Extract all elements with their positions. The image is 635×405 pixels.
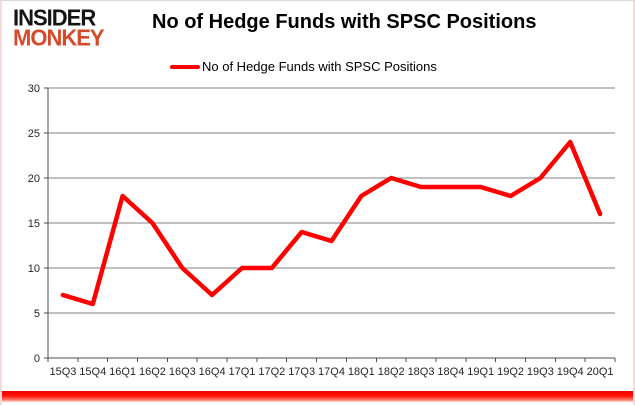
x-axis-tick-label: 17Q3 (288, 366, 315, 378)
x-axis-tick-label: 16Q4 (199, 366, 226, 378)
x-axis-tick-label: 19Q4 (557, 366, 584, 378)
x-axis-tick-label: 19Q3 (527, 366, 554, 378)
x-axis-tick-label: 15Q4 (79, 366, 106, 378)
insider-monkey-logo: INSIDER MONKEY (13, 4, 105, 51)
x-axis-tick-label: 17Q1 (229, 366, 256, 378)
y-axis-tick-label: 30 (28, 83, 40, 95)
x-axis-tick-label: 19Q2 (497, 366, 524, 378)
series-line (60, 139, 603, 307)
x-axis-tick-label: 20Q1 (587, 366, 614, 378)
x-axis-tick-label: 16Q1 (109, 366, 136, 378)
chart-legend: No of Hedge Funds with SPSC Positions (170, 59, 437, 74)
y-axis-tick-label: 15 (28, 218, 40, 230)
y-axis-tick-label: 10 (28, 263, 40, 275)
x-axis-tick-label: 16Q3 (169, 366, 196, 378)
bottom-red-bar (2, 391, 633, 402)
legend-line-icon (170, 64, 200, 69)
x-axis-tick-label: 17Q4 (318, 366, 345, 378)
x-axis-tick-label: 15Q3 (49, 366, 76, 378)
y-axis-tick-label: 0 (34, 353, 40, 365)
x-axis-tick-label: 17Q2 (258, 366, 285, 378)
logo-text-monkey: MONKEY (13, 24, 105, 51)
logo-text-insider: INSIDER (13, 4, 96, 31)
y-axis-tick-label: 25 (28, 128, 40, 140)
x-axis-tick-label: 18Q3 (408, 366, 435, 378)
x-axis-tick-label: 16Q2 (139, 366, 166, 378)
chart-title: No of Hedge Funds with SPSC Positions (152, 11, 537, 33)
x-axis-tick-label: 18Q2 (378, 366, 405, 378)
y-axis-tick-label: 20 (28, 173, 40, 185)
y-axis-tick-label: 5 (34, 308, 40, 320)
x-axis-tick-label: 19Q1 (467, 366, 494, 378)
x-axis-tick-label: 18Q4 (437, 366, 464, 378)
x-axis-tick-label: 18Q1 (348, 366, 375, 378)
legend-series-label: No of Hedge Funds with SPSC Positions (202, 59, 437, 74)
